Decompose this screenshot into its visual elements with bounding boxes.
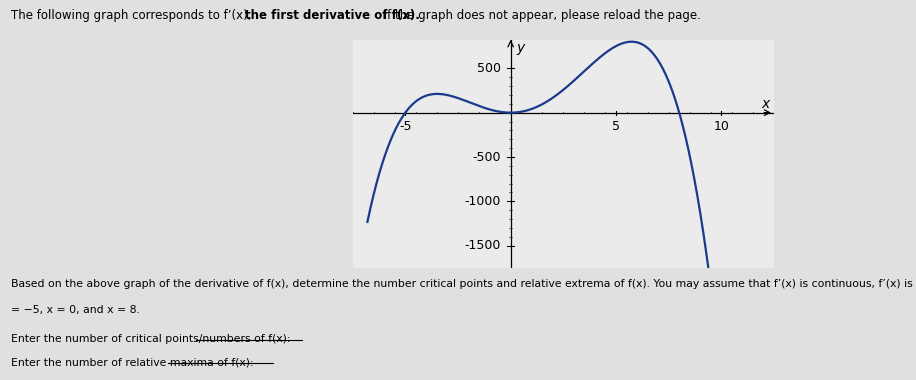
Text: the first derivative of f(x).: the first derivative of f(x). xyxy=(245,10,420,22)
Text: Based on the above graph of the derivative of f(x), determine the number critica: Based on the above graph of the derivati… xyxy=(11,279,916,289)
Text: -1000: -1000 xyxy=(464,195,501,208)
Text: -5: -5 xyxy=(399,120,411,133)
Text: The following graph corresponds to f’(x),: The following graph corresponds to f’(x)… xyxy=(11,10,256,22)
Text: 500: 500 xyxy=(477,62,501,75)
Text: If the graph does not appear, please reload the page.: If the graph does not appear, please rel… xyxy=(380,10,701,22)
Text: -500: -500 xyxy=(473,150,501,163)
Text: Enter the number of relative maxima of f(x):: Enter the number of relative maxima of f… xyxy=(11,357,254,367)
Text: Enter the number of critical points/numbers of f(x):: Enter the number of critical points/numb… xyxy=(11,334,290,344)
Text: x: x xyxy=(761,97,769,111)
Text: -1500: -1500 xyxy=(464,239,501,252)
Text: y: y xyxy=(516,41,524,55)
Text: 5: 5 xyxy=(612,120,620,133)
Text: 10: 10 xyxy=(714,120,729,133)
Text: = −5, x = 0, and x = 8.: = −5, x = 0, and x = 8. xyxy=(11,305,140,315)
